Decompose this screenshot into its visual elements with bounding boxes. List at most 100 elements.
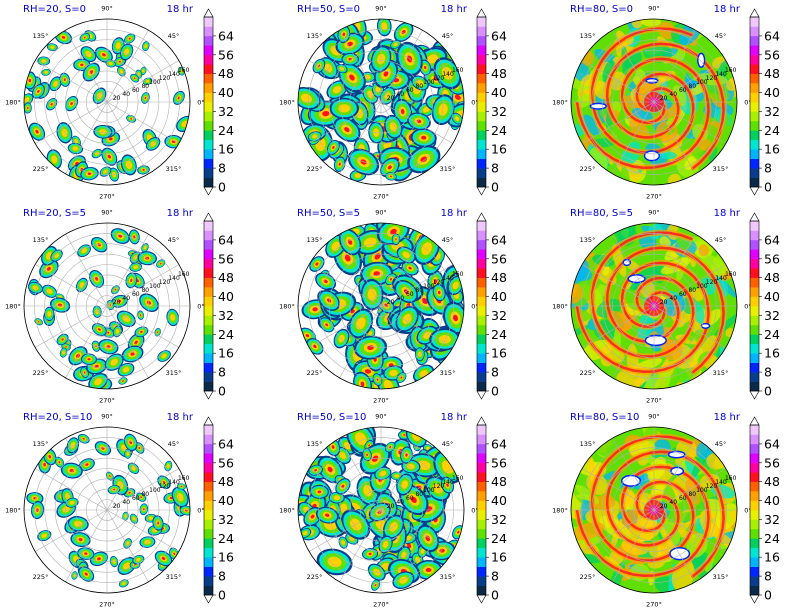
- colorbar-segment: [477, 315, 486, 326]
- radial-label: 100: [423, 79, 435, 86]
- radial-label: 160: [178, 271, 190, 278]
- colorbar-segment: [477, 353, 486, 363]
- radial-label: 160: [178, 475, 190, 482]
- radial-label: 140: [168, 479, 180, 486]
- colorbar-segment: [750, 139, 759, 150]
- panel-8: 204060801001201401600°45°90°135°180°225°…: [279, 412, 507, 609]
- colorbar-segment: [204, 372, 213, 382]
- colorbar-segment: [204, 566, 213, 577]
- radial-label: 100: [149, 487, 161, 494]
- colorbar-segment: [750, 481, 759, 492]
- colorbar-segment: [750, 230, 759, 241]
- angle-label: 180°: [279, 507, 295, 515]
- colorbar-tick-label: 24: [764, 123, 780, 138]
- colorbar-tick-label: 64: [764, 436, 780, 451]
- colorbar-tick-label: 0: [491, 180, 499, 195]
- colorbar-segment: [750, 45, 759, 56]
- colorbar-segment: [477, 54, 486, 65]
- colorbar-segment: [477, 296, 486, 307]
- colorbar-segment: [204, 277, 213, 288]
- colorbar-segment: [204, 177, 213, 188]
- colorbar-tick-label: 0: [491, 588, 499, 603]
- colorbar-segment: [204, 221, 213, 231]
- colorbar-segment: [750, 277, 759, 288]
- colorbar-tick-label: 24: [218, 327, 234, 342]
- angle-label: 180°: [552, 99, 568, 107]
- angle-label: 0°: [471, 99, 478, 107]
- colorbar-segment: [477, 334, 486, 345]
- colorbar-segment: [477, 510, 486, 520]
- colorbar-segment: [204, 315, 213, 326]
- colorbar-segment: [477, 500, 486, 511]
- colorbar-extend-bottom: [476, 186, 487, 196]
- colorbar-segment: [477, 576, 486, 586]
- radial-label: 120: [159, 279, 171, 286]
- angle-label: 270°: [646, 397, 662, 405]
- polar-frame: [570, 426, 738, 594]
- colorbar-extend-top: [203, 212, 214, 222]
- colorbar-segment: [750, 547, 759, 558]
- colorbar-segment: [477, 425, 486, 435]
- colorbar-segment: [477, 453, 486, 464]
- colorbar: 0 8 16 24 32 40 48 56 64: [476, 416, 507, 604]
- colorbar-segment: [477, 158, 486, 169]
- colorbar-segment: [204, 557, 213, 567]
- colorbar-segment: [204, 249, 213, 260]
- radial-label: 140: [715, 275, 727, 282]
- angle-label: 270°: [99, 397, 115, 405]
- colorbar-segment: [204, 158, 213, 169]
- radial-label: 160: [178, 67, 190, 74]
- angle-label: 270°: [373, 601, 389, 609]
- colorbar-segment: [477, 120, 486, 131]
- colorbar-tick-label: 64: [218, 436, 234, 451]
- colorbar-tick-label: 16: [491, 346, 507, 361]
- colorbar-segment: [477, 362, 486, 373]
- radial-label: 80: [141, 491, 149, 498]
- panel-title: RH=50, S=5: [297, 208, 360, 219]
- colorbar-tick-label: 0: [764, 384, 772, 399]
- colorbar-segment: [477, 381, 486, 392]
- radial-label: 160: [452, 475, 464, 482]
- panel-time-label: 18 hr: [441, 4, 468, 15]
- colorbar-segment: [750, 149, 759, 159]
- colorbar-segment: [204, 443, 213, 454]
- radial-label: 160: [725, 271, 737, 278]
- colorbar: 0 8 16 24 32 40 48 56 64: [476, 212, 507, 400]
- colorbar-segment: [477, 434, 486, 445]
- colorbar-segment: [204, 26, 213, 37]
- radial-label: 20: [660, 503, 668, 510]
- radial-label: 20: [113, 299, 121, 306]
- panel-6: 204060801001201401600°45°90°135°180°225°…: [552, 208, 780, 405]
- colorbar-tick-label: 0: [218, 384, 226, 399]
- colorbar-extend-top: [203, 8, 214, 18]
- colorbar-segment: [750, 177, 759, 188]
- radial-label: 160: [452, 271, 464, 278]
- angle-label: 0°: [744, 507, 751, 515]
- radial-label: 40: [122, 91, 130, 98]
- radial-label: 80: [141, 287, 149, 294]
- radial-label: 60: [679, 495, 687, 502]
- colorbar-segment: [477, 111, 486, 122]
- panel-time-label: 18 hr: [167, 4, 194, 15]
- colorbar-tick-label: 16: [764, 346, 780, 361]
- colorbar-segment: [750, 102, 759, 112]
- colorbar-segment: [477, 221, 486, 231]
- angle-label: 225°: [307, 573, 323, 581]
- angle-label: 315°: [440, 573, 456, 581]
- polar-frame: [23, 426, 191, 594]
- colorbar-tick-label: 24: [218, 531, 234, 546]
- colorbar-tick-label: 24: [491, 531, 507, 546]
- colorbar-segment: [750, 557, 759, 567]
- angle-label: 90°: [101, 209, 113, 217]
- colorbar-segment: [204, 35, 213, 46]
- colorbar-tick-label: 56: [491, 251, 507, 266]
- colorbar-tick-label: 24: [218, 123, 234, 138]
- colorbar-segment: [750, 221, 759, 231]
- colorbar-segment: [477, 287, 486, 297]
- colorbar-segment: [750, 239, 759, 250]
- panel-3: 204060801001201401600°45°90°135°180°225°…: [552, 4, 780, 201]
- radial-label: 80: [688, 491, 696, 498]
- radial-label: 140: [715, 479, 727, 486]
- colorbar-tick-label: 48: [491, 270, 507, 285]
- colorbar-extend-top: [476, 8, 487, 18]
